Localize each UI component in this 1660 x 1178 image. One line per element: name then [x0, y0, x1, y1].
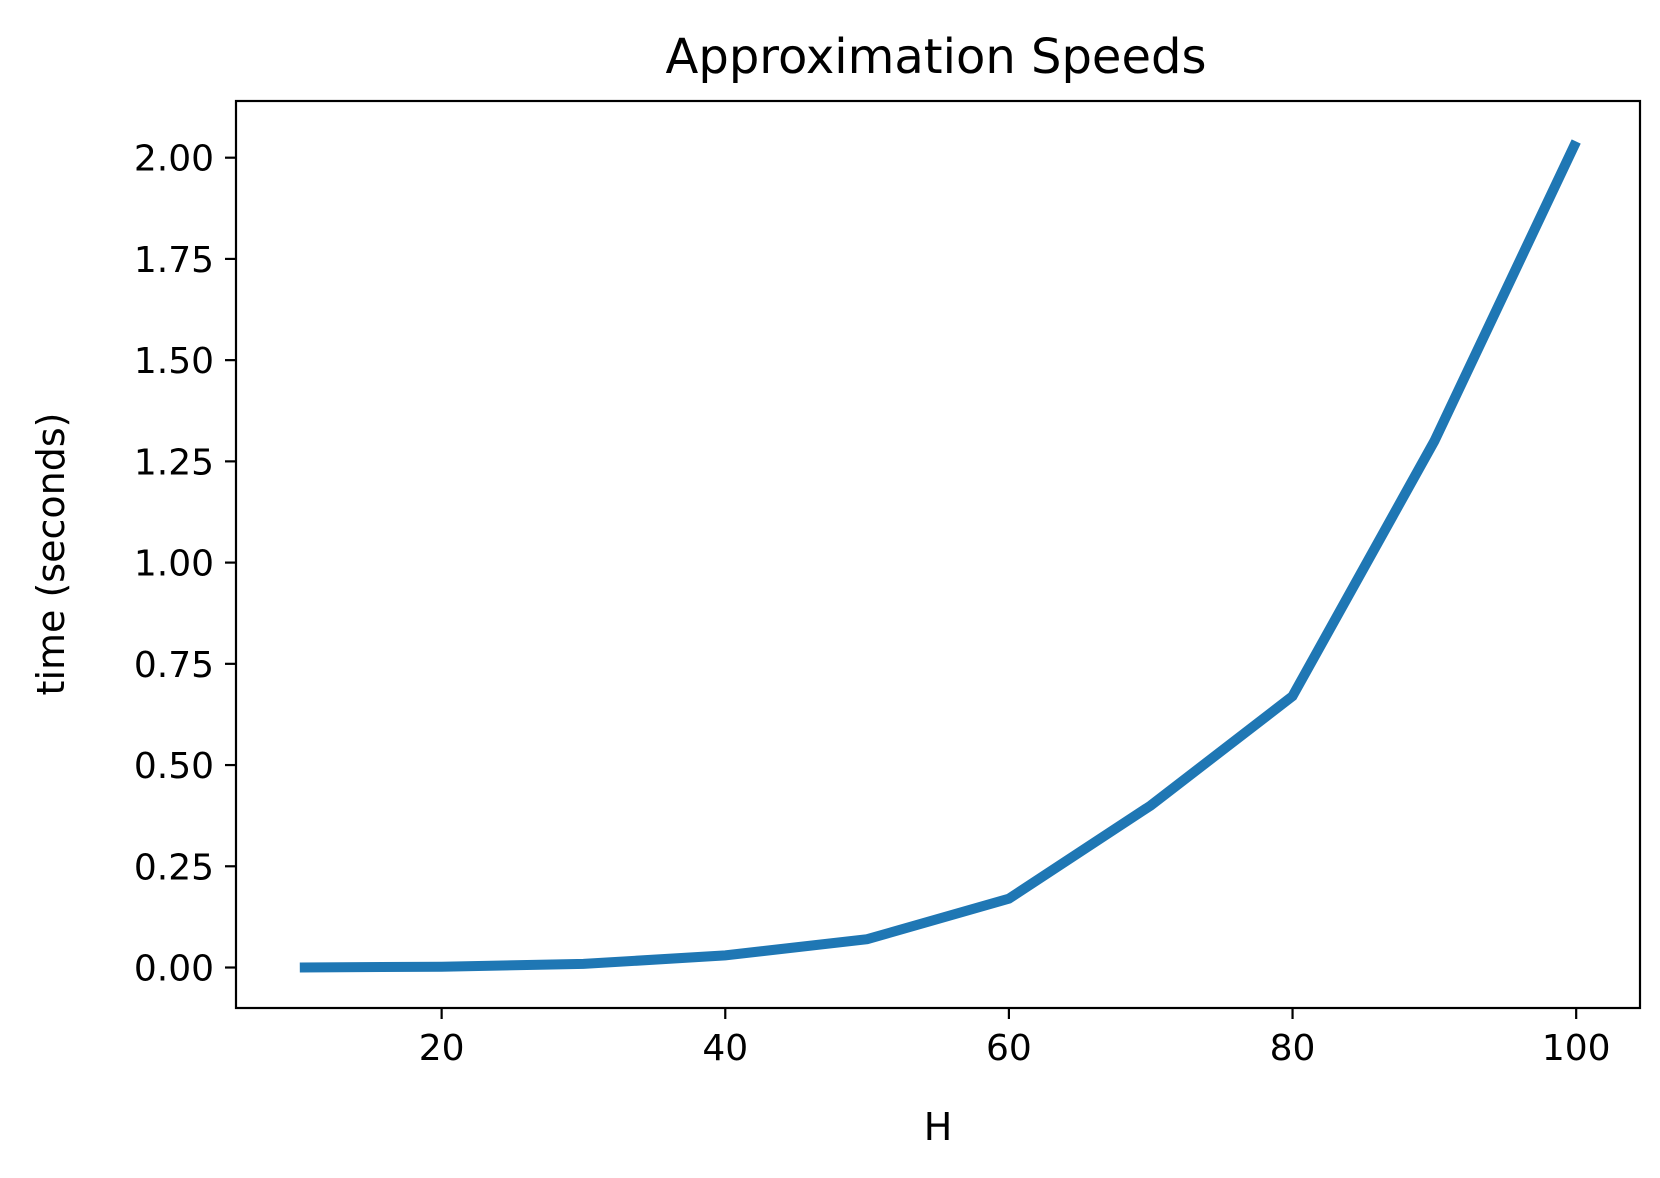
x-tick-label: 100	[1542, 1028, 1611, 1069]
x-tick-label: 40	[702, 1028, 748, 1069]
plot-frame	[234, 99, 1642, 1010]
y-axis-ticks: 0.00 0.25 0.50 0.75 1.00 1.25 1.50 1.75 2.00	[134, 139, 236, 990]
chart-title: Approximation Speeds	[666, 29, 1207, 85]
y-tick-label: 0.00	[134, 949, 214, 990]
y-tick-label: 1.00	[134, 544, 214, 585]
x-axis-ticks: 20 40 60 80 100	[419, 1008, 1611, 1069]
x-tick-label: 80	[1270, 1028, 1316, 1069]
y-tick-label: 0.50	[134, 746, 214, 787]
y-tick-label: 2.00	[134, 139, 214, 180]
y-tick-label: 1.25	[134, 442, 214, 483]
y-tick-label: 1.75	[134, 240, 214, 281]
plot-series	[299, 139, 1581, 973]
x-axis-label: H	[924, 1105, 953, 1149]
series-line-0	[299, 139, 1581, 973]
x-tick-label: 20	[419, 1028, 465, 1069]
y-tick-label: 0.25	[134, 847, 214, 888]
y-tick-label: 1.50	[134, 341, 214, 382]
x-tick-label: 60	[986, 1028, 1032, 1069]
y-tick-label: 0.75	[134, 645, 214, 686]
y-axis-label: time (seconds)	[29, 413, 73, 696]
